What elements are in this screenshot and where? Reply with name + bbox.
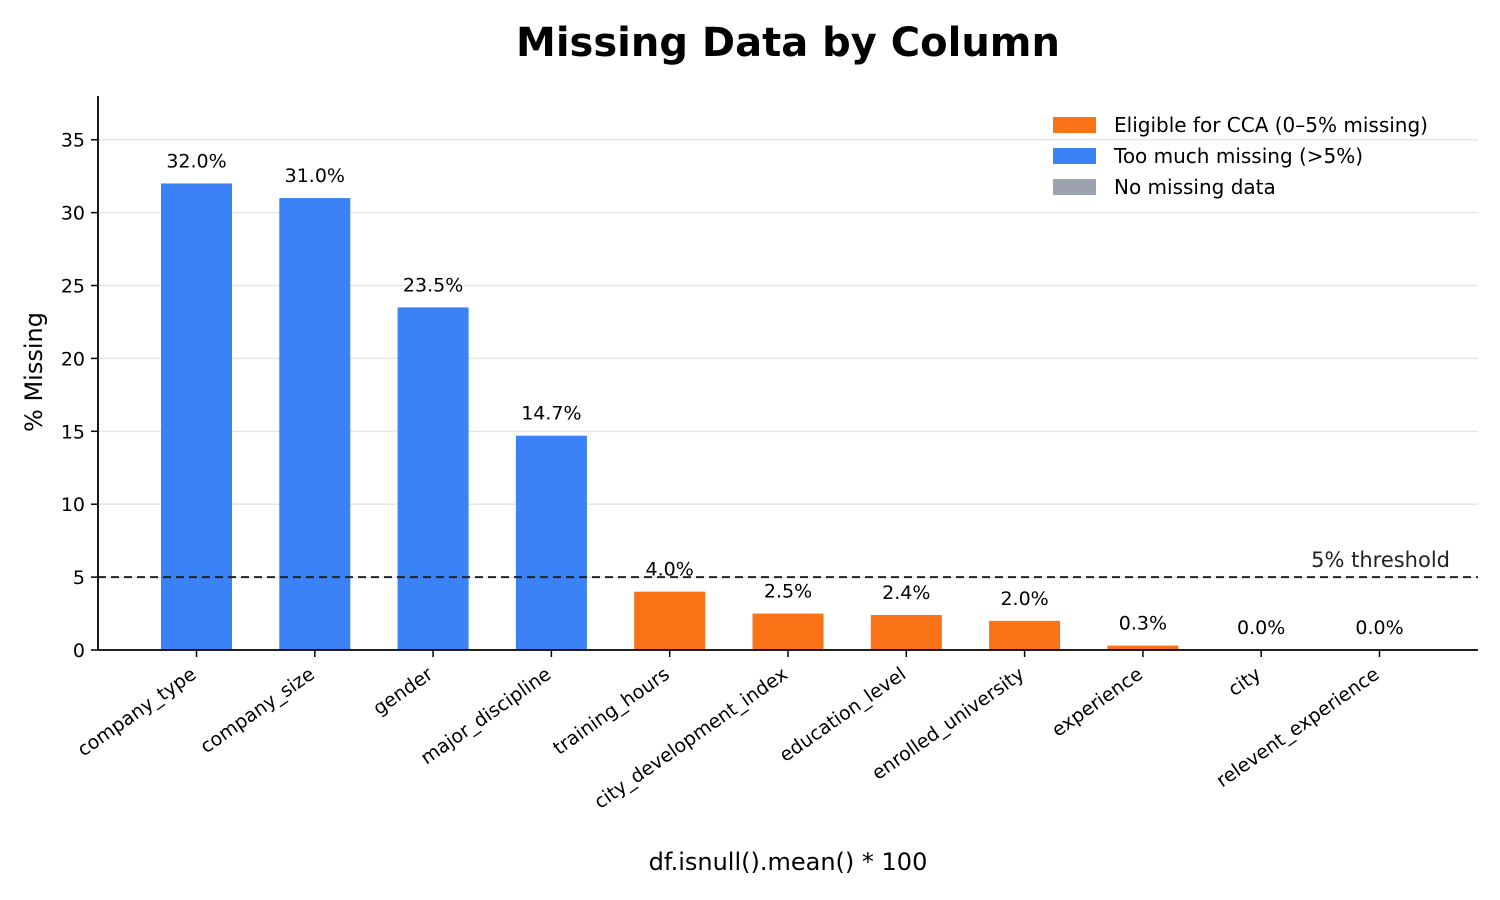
legend-swatch	[1053, 148, 1096, 164]
x-tick-label: company_size	[196, 663, 318, 758]
bar	[279, 198, 351, 651]
bar	[1107, 645, 1179, 650]
x-tick-label: major_discipline	[417, 663, 556, 769]
bar	[870, 615, 942, 650]
bar-value-label: 14.7%	[521, 403, 581, 425]
bar-value-label: 0.0%	[1355, 617, 1403, 639]
y-tick-label: 30	[61, 203, 85, 225]
legend-label: No missing data	[1114, 175, 1276, 199]
chart-title: Missing Data by Column	[516, 20, 1060, 66]
bar-value-label: 2.0%	[1000, 588, 1048, 610]
bar	[397, 307, 469, 650]
y-tick-label: 15	[61, 421, 85, 443]
x-tick-label: gender	[369, 663, 437, 720]
legend-label: Eligible for CCA (0–5% missing)	[1114, 113, 1428, 137]
x-tick-label: company_type	[73, 663, 200, 761]
data-labels: 32.0% 31.0% 23.5% 14.7% 4.0% 2.5% 2.4% 2.0% 0.3%…	[166, 150, 1403, 639]
bar	[989, 620, 1061, 650]
legend-label: Too much missing (>5%)	[1113, 144, 1363, 168]
bar	[752, 613, 824, 650]
y-tick-label: 20	[61, 348, 85, 370]
threshold: 5% threshold	[98, 548, 1478, 579]
legend-swatch	[1053, 179, 1096, 195]
x-tick-label: training_hours	[549, 663, 673, 759]
y-tick-label: 25	[61, 276, 85, 298]
bar-value-label: 23.5%	[403, 274, 463, 296]
bar-value-label: 2.4%	[882, 582, 930, 604]
bar-value-label: 2.5%	[764, 581, 812, 603]
legend-swatch	[1053, 117, 1096, 133]
bar	[161, 183, 232, 650]
x-tick-label: experience	[1048, 663, 1147, 741]
bar-value-label: 4.0%	[646, 559, 694, 581]
x-axis-title: df.isnull().mean() * 100	[649, 848, 928, 876]
bar-value-label: 0.3%	[1119, 613, 1167, 635]
bar	[634, 591, 706, 650]
x-tick-label: city	[1224, 663, 1265, 701]
y-axis-title: % Missing	[20, 312, 48, 432]
bars	[161, 183, 1179, 651]
y-tick-label: 10	[61, 494, 85, 516]
bar-value-label: 32.0%	[166, 150, 226, 172]
x-tick-label: city_development_index	[590, 663, 792, 813]
y-tick-label: 5	[73, 567, 85, 589]
bar-value-label: 0.0%	[1237, 617, 1285, 639]
bar-value-label: 31.0%	[285, 165, 345, 187]
threshold-label: 5% threshold	[1311, 548, 1450, 572]
bar	[515, 435, 587, 650]
legend: Eligible for CCA (0–5% missing) Too much …	[1053, 113, 1428, 199]
y-tick-label: 0	[73, 640, 85, 662]
y-tick-label: 35	[61, 130, 85, 152]
